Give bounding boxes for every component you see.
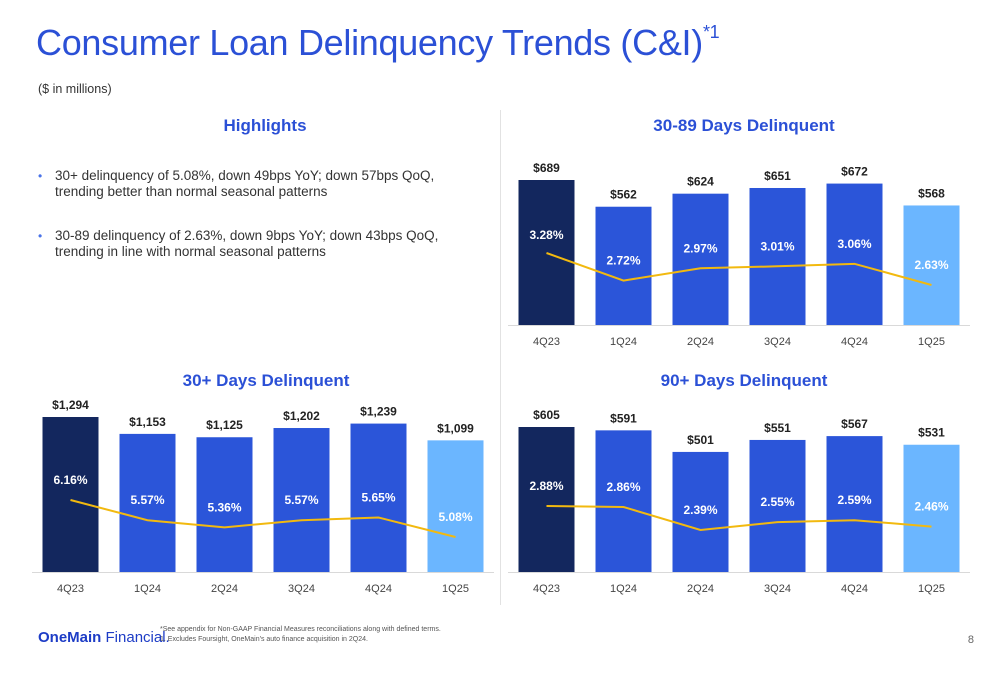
highlight-bullet: • 30+ delinquency of 5.08%, down 49bps Yo… <box>38 168 468 200</box>
rate-value-label: 5.36% <box>207 500 241 514</box>
bar-value-label: $551 <box>764 421 791 435</box>
rate-value-label: 5.57% <box>284 493 318 507</box>
highlight-bullet: • 30-89 delinquency of 2.63%, down 9bps Y… <box>38 228 468 260</box>
category-tick-label: 3Q24 <box>288 583 315 595</box>
chart-90-plus-days-delinquent: $605 4Q23 $591 1Q24 $501 2Q24 $551 3Q24 $567 4Q24… <box>508 408 970 595</box>
rate-line <box>546 505 932 532</box>
rate-value-label: 2.46% <box>914 500 948 514</box>
category-tick-label: 1Q25 <box>442 583 469 595</box>
category-tick-label: 1Q24 <box>610 583 637 595</box>
bar <box>42 417 99 572</box>
company-logo: OneMain Financial. <box>38 629 170 646</box>
category-tick-label: 2Q24 <box>211 583 238 595</box>
bar-value-label: $1,125 <box>206 418 243 432</box>
footnote: 1. Excludes Foursight, OneMain's auto fi… <box>160 636 368 643</box>
title-superscript: *1 <box>702 22 720 42</box>
bar-value-label: $562 <box>610 188 637 202</box>
bar <box>903 444 960 572</box>
bar-value-label: $605 <box>533 408 560 422</box>
page-title: Consumer Loan Delinquency Trends (C&I)*1 <box>36 22 720 63</box>
rate-value-label: 3.28% <box>529 228 563 242</box>
bar <box>595 430 652 572</box>
category-tick-label: 1Q25 <box>918 583 945 595</box>
rate-line <box>70 499 456 538</box>
bar <box>518 180 575 325</box>
bar-value-label: $568 <box>918 186 945 200</box>
bar-value-label: $567 <box>841 417 868 431</box>
highlights-heading: Highlights <box>223 116 307 135</box>
bar-value-label: $1,099 <box>437 421 474 435</box>
rate-value-label: 3.01% <box>760 239 794 253</box>
highlight-text: 30-89 delinquency of 2.63%, down 9bps Yo… <box>55 228 439 259</box>
bar <box>196 437 253 572</box>
chart-30-plus-days-delinquent: $1,294 4Q23 $1,153 1Q24 $1,125 2Q24 $1,202 3Q24… <box>32 398 494 595</box>
bar-value-label: $672 <box>841 165 868 179</box>
bar-value-label: $651 <box>764 169 791 183</box>
bar-value-label: $1,239 <box>360 405 397 419</box>
rate-value-label: 2.55% <box>760 495 794 509</box>
rate-value-label: 2.59% <box>837 493 871 507</box>
rate-value-label: 6.16% <box>53 473 87 487</box>
bar-value-label: $501 <box>687 433 714 447</box>
rate-value-label: 5.08% <box>438 510 472 524</box>
rate-value-label: 2.72% <box>606 254 640 268</box>
bar-value-label: $1,202 <box>283 409 320 423</box>
category-tick-label: 1Q25 <box>918 336 945 348</box>
bar <box>595 206 652 325</box>
rate-value-label: 2.97% <box>683 241 717 255</box>
units-note: ($ in millions) <box>38 82 112 96</box>
chart-title-90-plus: 90+ Days Delinquent <box>660 371 828 390</box>
bullet-icon: • <box>38 229 43 243</box>
rate-line <box>546 252 932 286</box>
category-tick-label: 4Q24 <box>841 583 868 595</box>
bar <box>273 428 330 572</box>
category-tick-label: 1Q24 <box>610 336 637 348</box>
bar <box>749 187 806 325</box>
bullet-icon: • <box>38 169 43 183</box>
category-tick-label: 4Q23 <box>533 336 560 348</box>
category-tick-label: 2Q24 <box>687 336 714 348</box>
chart-title-30-plus: 30+ Days Delinquent <box>182 371 350 390</box>
bar <box>903 205 960 325</box>
page-number: 8 <box>967 634 974 646</box>
bar-value-label: $624 <box>687 175 714 189</box>
category-tick-label: 4Q24 <box>841 336 868 348</box>
rate-value-label: 2.88% <box>529 479 563 493</box>
rate-value-label: 2.63% <box>914 258 948 272</box>
column-divider <box>500 110 501 605</box>
highlight-text: 30+ delinquency of 5.08%, down 49bps YoY… <box>55 168 435 199</box>
bar-value-label: $1,294 <box>52 398 89 412</box>
category-tick-label: 4Q24 <box>365 583 392 595</box>
category-tick-label: 3Q24 <box>764 336 791 348</box>
rate-value-label: 3.06% <box>837 237 871 251</box>
bar <box>672 193 729 325</box>
bar-value-label: $591 <box>610 411 637 425</box>
chart-30-89-days-delinquent: $689 4Q23 $562 1Q24 $624 2Q24 $651 3Q24 $672 4Q24… <box>508 161 970 348</box>
bar <box>350 423 407 572</box>
footnote: *See appendix for Non-GAAP Financial Mea… <box>160 626 441 633</box>
bar <box>119 433 176 572</box>
footnotes: *See appendix for Non-GAAP Financial Mea… <box>160 625 441 645</box>
highlights-list: • 30+ delinquency of 5.08%, down 49bps Yo… <box>38 168 468 288</box>
bar <box>518 427 575 572</box>
rate-value-label: 2.86% <box>606 480 640 494</box>
bar <box>826 436 883 572</box>
bar <box>672 451 729 572</box>
category-tick-label: 3Q24 <box>764 583 791 595</box>
bar-value-label: $689 <box>533 161 560 175</box>
bar <box>749 439 806 572</box>
rate-value-label: 5.65% <box>361 490 395 504</box>
chart-title-30-89: 30-89 Days Delinquent <box>653 116 835 135</box>
bar <box>826 183 883 325</box>
bar-value-label: $1,153 <box>129 415 166 429</box>
rate-value-label: 2.39% <box>683 503 717 517</box>
category-tick-label: 4Q23 <box>533 583 560 595</box>
bar <box>427 440 484 572</box>
category-tick-label: 1Q24 <box>134 583 161 595</box>
category-tick-label: 2Q24 <box>687 583 714 595</box>
category-tick-label: 4Q23 <box>57 583 84 595</box>
rate-value-label: 5.57% <box>130 493 164 507</box>
bar-value-label: $531 <box>918 426 945 440</box>
